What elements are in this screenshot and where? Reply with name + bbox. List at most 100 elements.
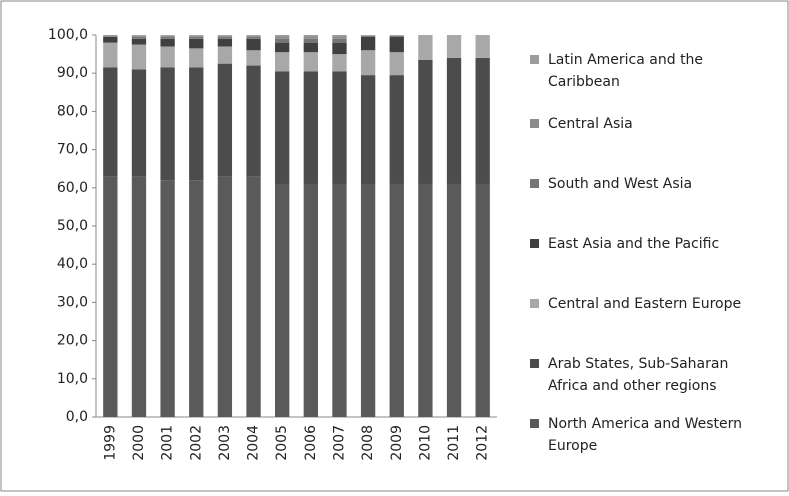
x-tick-label: 2004 [246,425,262,461]
bar-segment [246,37,260,39]
x-tick-label: 2010 [417,425,433,461]
bar-segment [390,52,404,75]
bar-segment [160,180,174,417]
x-tick-label: 2008 [360,425,376,461]
x-tick-label: 2009 [389,425,405,461]
y-tick-label: 60,0 [57,180,88,196]
legend-swatch [530,359,539,368]
legend-line: Caribbean [548,74,620,90]
bar-segment [103,43,117,68]
bar-segment [132,69,146,176]
legend-line: Africa and other regions [548,378,717,394]
bar-segment [246,50,260,65]
bar-segment [476,184,490,417]
bar-segment [189,37,203,39]
bar-segment [218,176,232,417]
bar-segment [447,58,461,184]
x-tick-label: 2001 [160,425,176,461]
bar-segment [304,35,318,37]
bar-segment [390,184,404,417]
bar-segment [246,176,260,417]
bar-segment [304,71,318,184]
bar-segment [246,39,260,50]
bar-segment [275,39,289,43]
bar-segment [275,184,289,417]
legend-line: North America and Western [548,416,742,432]
bar-segment [275,43,289,53]
bar-segment [160,67,174,180]
bar-segment [189,67,203,180]
legend-label: Central and Eastern Europe [548,296,741,312]
legend-line: Latin America and the [548,52,703,68]
bar-segment [103,35,117,36]
legend-swatch [530,55,539,64]
x-tick-label: 2007 [331,425,347,461]
bar-segment [132,39,146,45]
bar-segment [304,184,318,417]
bar-segment [361,37,375,50]
x-tick-label: 1999 [102,425,118,461]
y-tick-label: 10,0 [57,371,88,387]
y-tick-label: 80,0 [57,103,88,119]
y-tick-label: 0,0 [66,409,88,425]
bar-segment [447,35,461,58]
bar-segment [275,52,289,71]
bar-segment [418,60,432,184]
legend-swatch [530,119,539,128]
bar-segment [304,52,318,71]
legend-swatch [530,179,539,188]
bar-segment [246,35,260,36]
x-tick-label: 2012 [475,425,491,461]
bar-segment [218,46,232,63]
bar-segment [304,39,318,43]
bar-segment [218,64,232,177]
bar-segment [218,37,232,39]
bar-segment [160,39,174,47]
y-tick-label: 30,0 [57,294,88,310]
legend-line: Europe [548,438,597,454]
x-tick-label: 2011 [446,425,462,461]
legend-label: South and West Asia [548,176,692,192]
bar-segment [361,36,375,37]
y-tick-label: 20,0 [57,333,88,349]
bar-segment [160,37,174,39]
y-tick-label: 70,0 [57,142,88,158]
x-tick-label: 2000 [131,425,147,461]
bar-segment [361,50,375,75]
bar-segment [189,36,203,37]
y-tick-label: 50,0 [57,218,88,234]
bar-segment [332,37,346,39]
bar-segment [332,184,346,417]
legend-swatch [530,299,539,308]
bar-segment [218,39,232,47]
legend-swatch [530,239,539,248]
legend-swatch [530,419,539,428]
bar-segment [103,37,117,43]
bar-segment [132,45,146,70]
bar-segment [189,35,203,36]
bar-segment [361,75,375,184]
bar-segment [332,54,346,71]
bar-segment [189,180,203,417]
bar-segment [246,66,260,177]
bar-segment [160,46,174,67]
bar-segment [390,37,404,52]
bar-segment [160,36,174,37]
bar-segment [160,35,174,36]
bar-segment [132,176,146,417]
bar-segment [218,35,232,36]
bar-segment [332,71,346,184]
bar-segment [103,176,117,417]
bar-segment [189,39,203,49]
y-tick-label: 90,0 [57,65,88,81]
bar-segment [275,35,289,37]
bar-segment [447,184,461,417]
x-tick-label: 2002 [188,425,204,461]
y-tick-label: 100,0 [48,27,88,43]
bar-segment [332,43,346,54]
legend-line: Arab States, Sub-Saharan [548,356,728,372]
bar-segment [476,35,490,58]
bar-segment [418,35,432,60]
bar-segment [361,184,375,417]
